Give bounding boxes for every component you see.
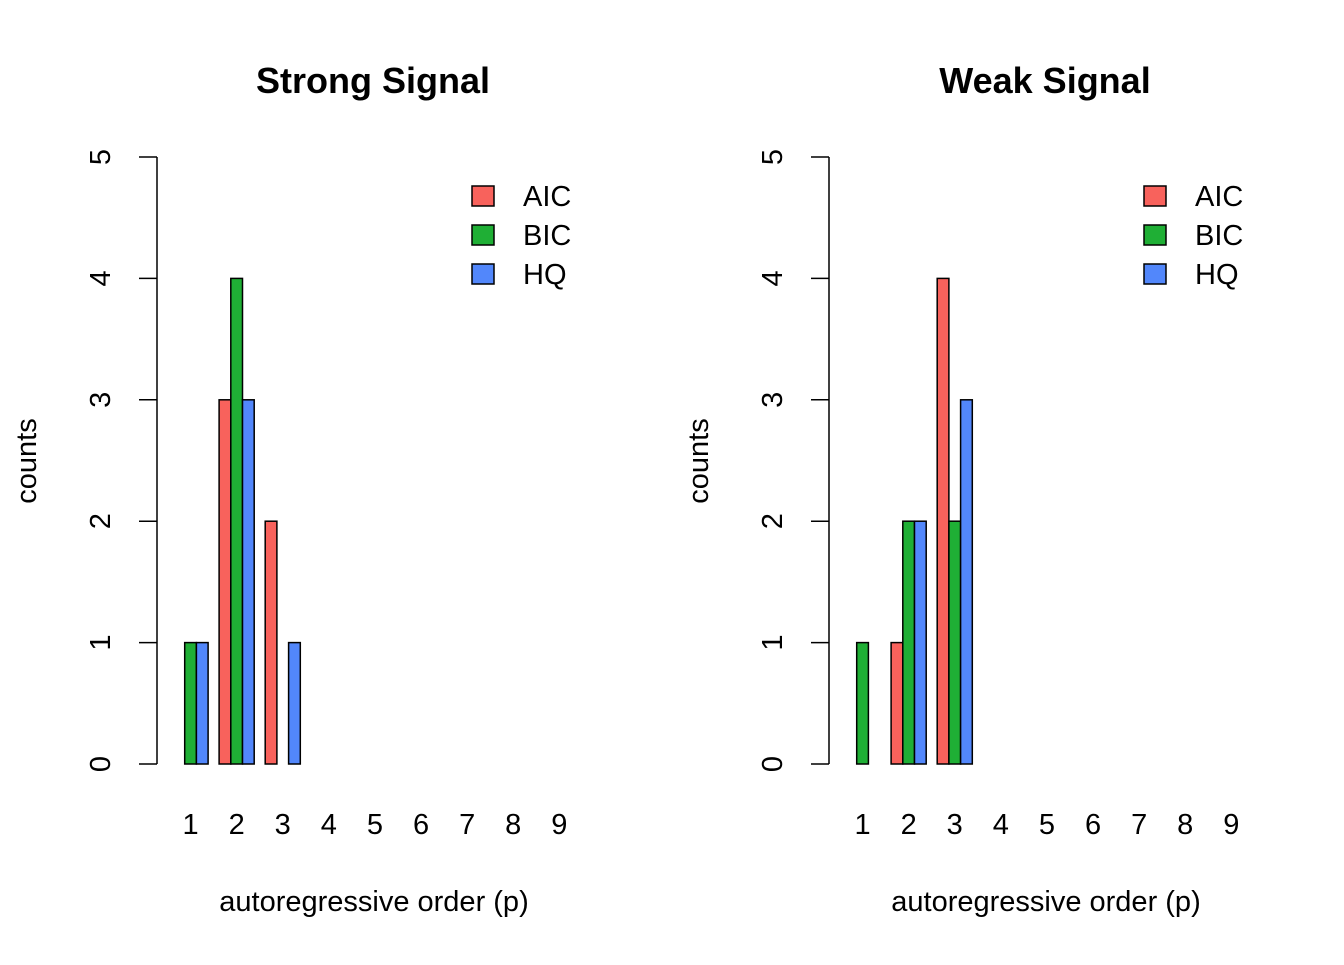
chart-title: Weak Signal bbox=[939, 60, 1150, 101]
x-tick-label: 3 bbox=[275, 809, 291, 841]
x-tick-label: 7 bbox=[1131, 809, 1147, 841]
bar-bic-p2 bbox=[902, 520, 916, 765]
y-tick-label: 4 bbox=[85, 270, 117, 286]
x-tick-label: 4 bbox=[321, 809, 337, 841]
x-tick-label: 9 bbox=[551, 809, 567, 841]
y-tick-label: 5 bbox=[757, 149, 789, 165]
y-tick-label: 2 bbox=[757, 513, 789, 529]
x-tick-label: 2 bbox=[901, 809, 917, 841]
y-tick-label: 0 bbox=[757, 756, 789, 772]
legend-swatch-aic bbox=[471, 185, 495, 207]
bar-bic-p1 bbox=[855, 641, 870, 765]
y-tick-label: 0 bbox=[85, 756, 117, 772]
legend-swatch-bic bbox=[471, 224, 495, 246]
bar-aic-p2 bbox=[218, 399, 232, 765]
bar-hq-p1 bbox=[195, 641, 209, 765]
bar-hq-p3 bbox=[287, 641, 302, 765]
x-tick-label: 7 bbox=[459, 809, 475, 841]
y-tick-label: 3 bbox=[85, 392, 117, 408]
y-tick-label: 4 bbox=[757, 270, 789, 286]
legend-label: HQ bbox=[523, 259, 567, 291]
bar-hq-p3 bbox=[959, 399, 974, 765]
bar-aic-p3 bbox=[264, 520, 278, 765]
y-tick-label: 1 bbox=[85, 635, 117, 651]
x-tick-label: 6 bbox=[413, 809, 429, 841]
x-axis-label: autoregressive order (p) bbox=[219, 886, 528, 918]
legend-label: HQ bbox=[1195, 259, 1239, 291]
legend-swatch-hq bbox=[471, 263, 495, 285]
legend-label: AIC bbox=[523, 181, 571, 213]
x-axis-label: autoregressive order (p) bbox=[891, 886, 1200, 918]
legend: AIC BIC HQ bbox=[1143, 181, 1243, 291]
x-tick-label: 9 bbox=[1223, 809, 1239, 841]
legend-swatch-aic bbox=[1143, 185, 1167, 207]
legend-label: BIC bbox=[1195, 220, 1243, 252]
x-tick-label: 1 bbox=[182, 809, 198, 841]
bar-bic-p2 bbox=[230, 277, 244, 765]
bar-hq-p2 bbox=[913, 520, 927, 765]
y-tick-label: 2 bbox=[85, 513, 117, 529]
x-tick-label: 8 bbox=[505, 809, 521, 841]
x-tick-label: 3 bbox=[947, 809, 963, 841]
x-tick-label: 4 bbox=[993, 809, 1009, 841]
legend-swatch-hq bbox=[1143, 263, 1167, 285]
x-tick-label: 1 bbox=[854, 809, 870, 841]
x-tick-label: 8 bbox=[1177, 809, 1193, 841]
y-tick-label: 3 bbox=[757, 392, 789, 408]
y-tick-label: 5 bbox=[85, 149, 117, 165]
legend-label: AIC bbox=[1195, 181, 1243, 213]
bar-hq-p2 bbox=[241, 399, 255, 765]
legend: AIC BIC HQ bbox=[471, 181, 571, 291]
y-axis-label: counts bbox=[11, 418, 43, 503]
x-tick-label: 5 bbox=[367, 809, 383, 841]
chart-title: Strong Signal bbox=[256, 60, 490, 101]
bar-bic-p3 bbox=[948, 520, 962, 765]
x-tick-label: 5 bbox=[1039, 809, 1055, 841]
y-tick-label: 1 bbox=[757, 635, 789, 651]
bar-aic-p2 bbox=[890, 641, 904, 765]
bar-bic-p1 bbox=[183, 641, 198, 765]
y-axis-label: counts bbox=[683, 418, 715, 503]
legend-swatch-bic bbox=[1143, 224, 1167, 246]
legend-label: BIC bbox=[523, 220, 571, 252]
x-tick-label: 2 bbox=[229, 809, 245, 841]
bar-aic-p3 bbox=[936, 277, 950, 765]
x-tick-label: 6 bbox=[1085, 809, 1101, 841]
